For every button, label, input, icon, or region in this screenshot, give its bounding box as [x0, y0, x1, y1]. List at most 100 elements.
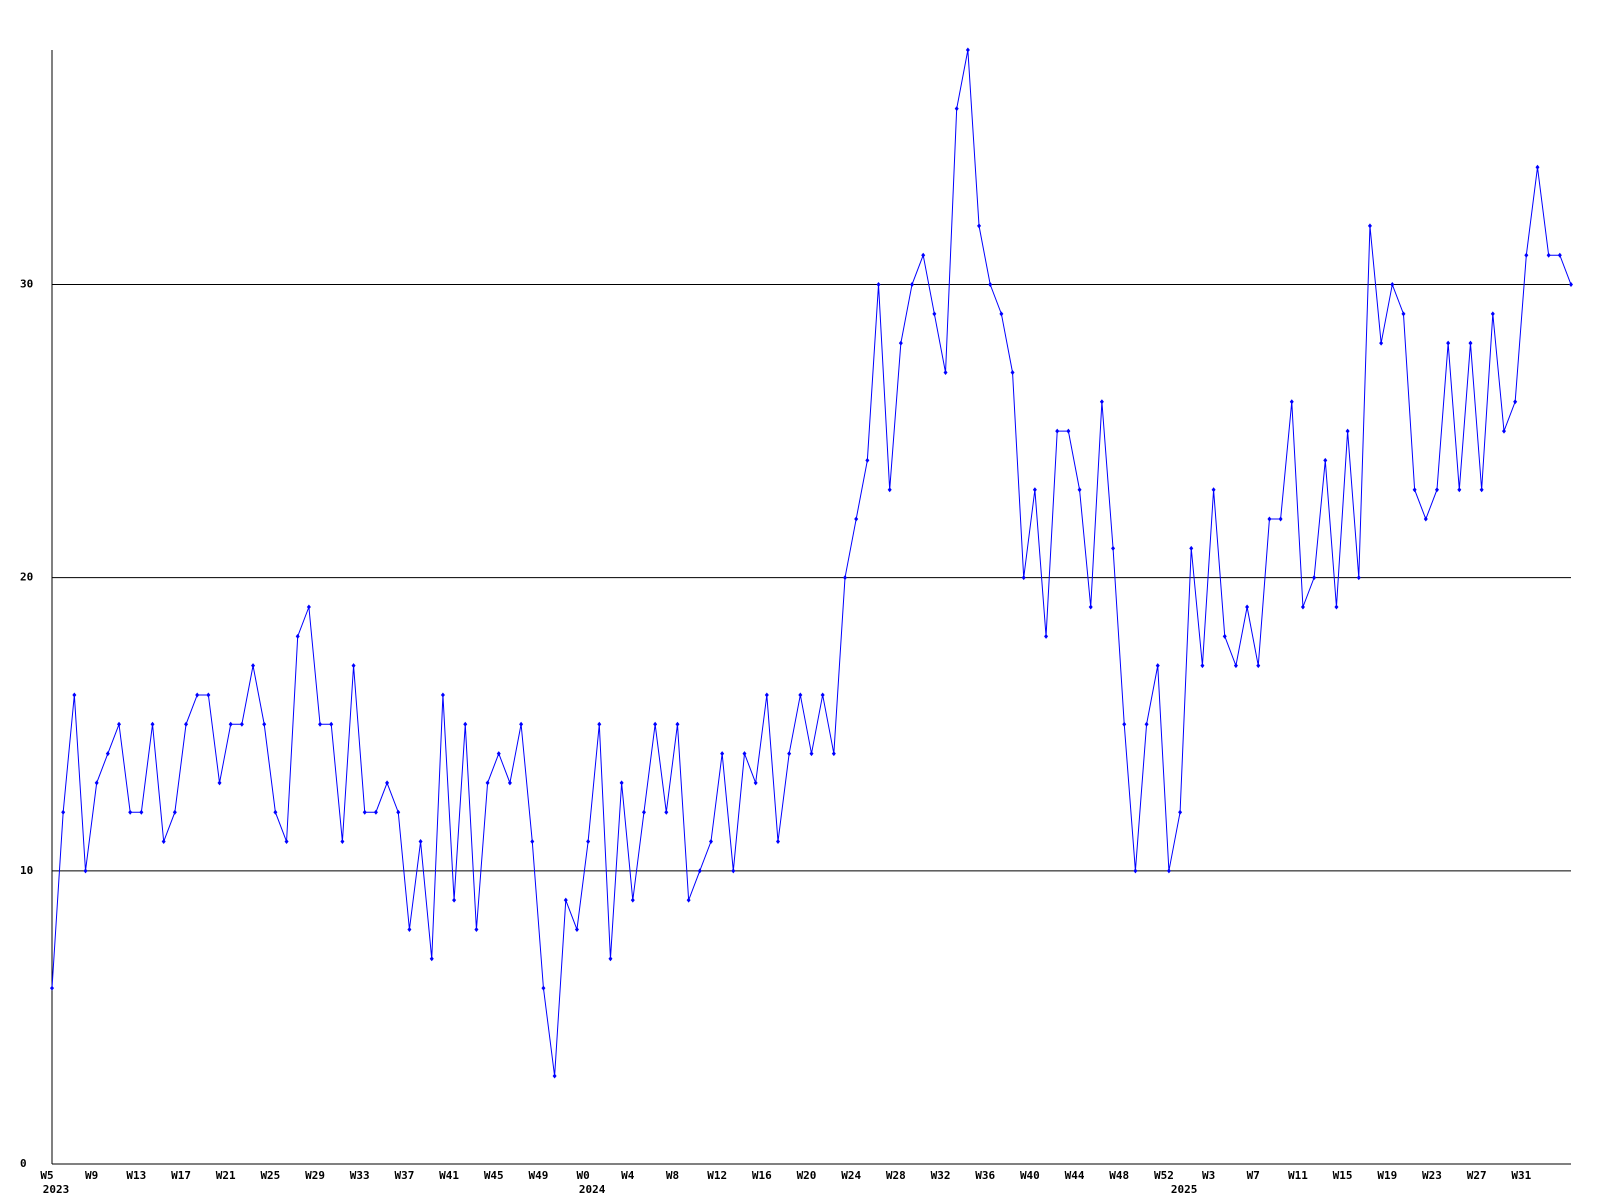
data-point	[217, 780, 222, 786]
data-point	[932, 311, 937, 317]
x-tick-label: W28	[886, 1169, 906, 1182]
data-point	[831, 751, 836, 757]
data-point	[228, 721, 233, 727]
data-point	[496, 751, 501, 757]
data-point	[910, 282, 915, 288]
data-point	[1144, 721, 1149, 727]
data-point	[385, 780, 390, 786]
data-point	[1379, 340, 1384, 346]
data-point	[1178, 809, 1183, 815]
data-point	[854, 516, 859, 522]
data-point	[440, 692, 445, 698]
data-point	[195, 692, 200, 698]
data-point	[1066, 428, 1071, 434]
data-point	[362, 809, 367, 815]
data-point	[1334, 604, 1339, 610]
x-tick-label: W27	[1467, 1169, 1487, 1182]
data-point	[329, 721, 334, 727]
x-tick-label: W17	[171, 1169, 191, 1182]
data-point	[552, 1073, 557, 1079]
data-point	[72, 692, 77, 698]
data-point	[586, 839, 591, 845]
x-tick-label: W0	[576, 1169, 589, 1182]
data-point	[1111, 545, 1116, 551]
data-point	[452, 897, 457, 903]
data-point	[1300, 604, 1305, 610]
y-tick-label: 10	[20, 864, 33, 877]
data-point	[150, 721, 155, 727]
data-point	[206, 692, 211, 698]
data-point	[1233, 663, 1238, 669]
data-point	[128, 809, 133, 815]
data-point	[1501, 428, 1506, 434]
data-point	[1256, 663, 1261, 669]
data-point	[1099, 399, 1104, 405]
data-point	[61, 809, 66, 815]
x-tick-label: W4	[621, 1169, 635, 1182]
data-point	[239, 721, 244, 727]
data-point	[753, 780, 758, 786]
data-point	[1055, 428, 1060, 434]
data-point	[519, 721, 524, 727]
year-label: 2024	[579, 1183, 606, 1196]
data-point	[1122, 721, 1127, 727]
data-point	[306, 604, 311, 610]
data-point	[988, 282, 993, 288]
x-tick-label: W13	[126, 1169, 146, 1182]
series-line	[51, 49, 1572, 1077]
data-point	[675, 721, 680, 727]
x-tick-label: W37	[394, 1169, 414, 1182]
data-point	[1479, 487, 1484, 493]
data-point	[340, 839, 345, 845]
data-point	[251, 663, 256, 669]
data-point	[775, 839, 780, 845]
x-tick-label: W20	[797, 1169, 817, 1182]
data-point	[284, 839, 289, 845]
data-point	[630, 897, 635, 903]
data-point	[541, 985, 546, 991]
x-tick-label: W48	[1109, 1169, 1129, 1182]
data-point	[1557, 252, 1562, 258]
year-label: 2023	[43, 1183, 70, 1196]
data-point	[463, 721, 468, 727]
x-tick-label: W29	[305, 1169, 325, 1182]
year-label: 2025	[1171, 1183, 1198, 1196]
data-point	[318, 721, 323, 727]
data-point	[1200, 663, 1205, 669]
data-point	[407, 926, 412, 932]
data-point	[1312, 575, 1317, 581]
data-point	[1412, 487, 1417, 493]
data-point	[184, 721, 189, 727]
data-point	[898, 340, 903, 346]
data-point	[1434, 487, 1439, 493]
data-point	[474, 926, 479, 932]
data-point	[1021, 575, 1026, 581]
x-tick-label: W9	[85, 1169, 98, 1182]
x-tick-label: W49	[529, 1169, 549, 1182]
data-point	[597, 721, 602, 727]
data-point	[429, 956, 434, 962]
data-point	[708, 839, 713, 845]
data-point	[396, 809, 401, 815]
data-point	[1356, 575, 1361, 581]
data-point	[876, 282, 881, 288]
data-point	[1323, 457, 1328, 463]
data-point	[1446, 340, 1451, 346]
x-tick-label: W3	[1202, 1169, 1215, 1182]
data-point	[1278, 516, 1283, 522]
data-point	[798, 692, 803, 698]
data-point	[1267, 516, 1272, 522]
data-point	[1401, 311, 1406, 317]
data-point	[418, 839, 423, 845]
data-point	[653, 721, 658, 727]
data-point	[697, 868, 702, 874]
x-tick-label: W32	[931, 1169, 951, 1182]
data-point	[965, 47, 970, 53]
data-point	[1189, 545, 1194, 551]
data-point	[530, 839, 535, 845]
data-point	[887, 487, 892, 493]
data-point	[485, 780, 490, 786]
y-tick-label: 30	[20, 278, 33, 291]
x-tick-label: W7	[1247, 1169, 1260, 1182]
data-point	[563, 897, 568, 903]
